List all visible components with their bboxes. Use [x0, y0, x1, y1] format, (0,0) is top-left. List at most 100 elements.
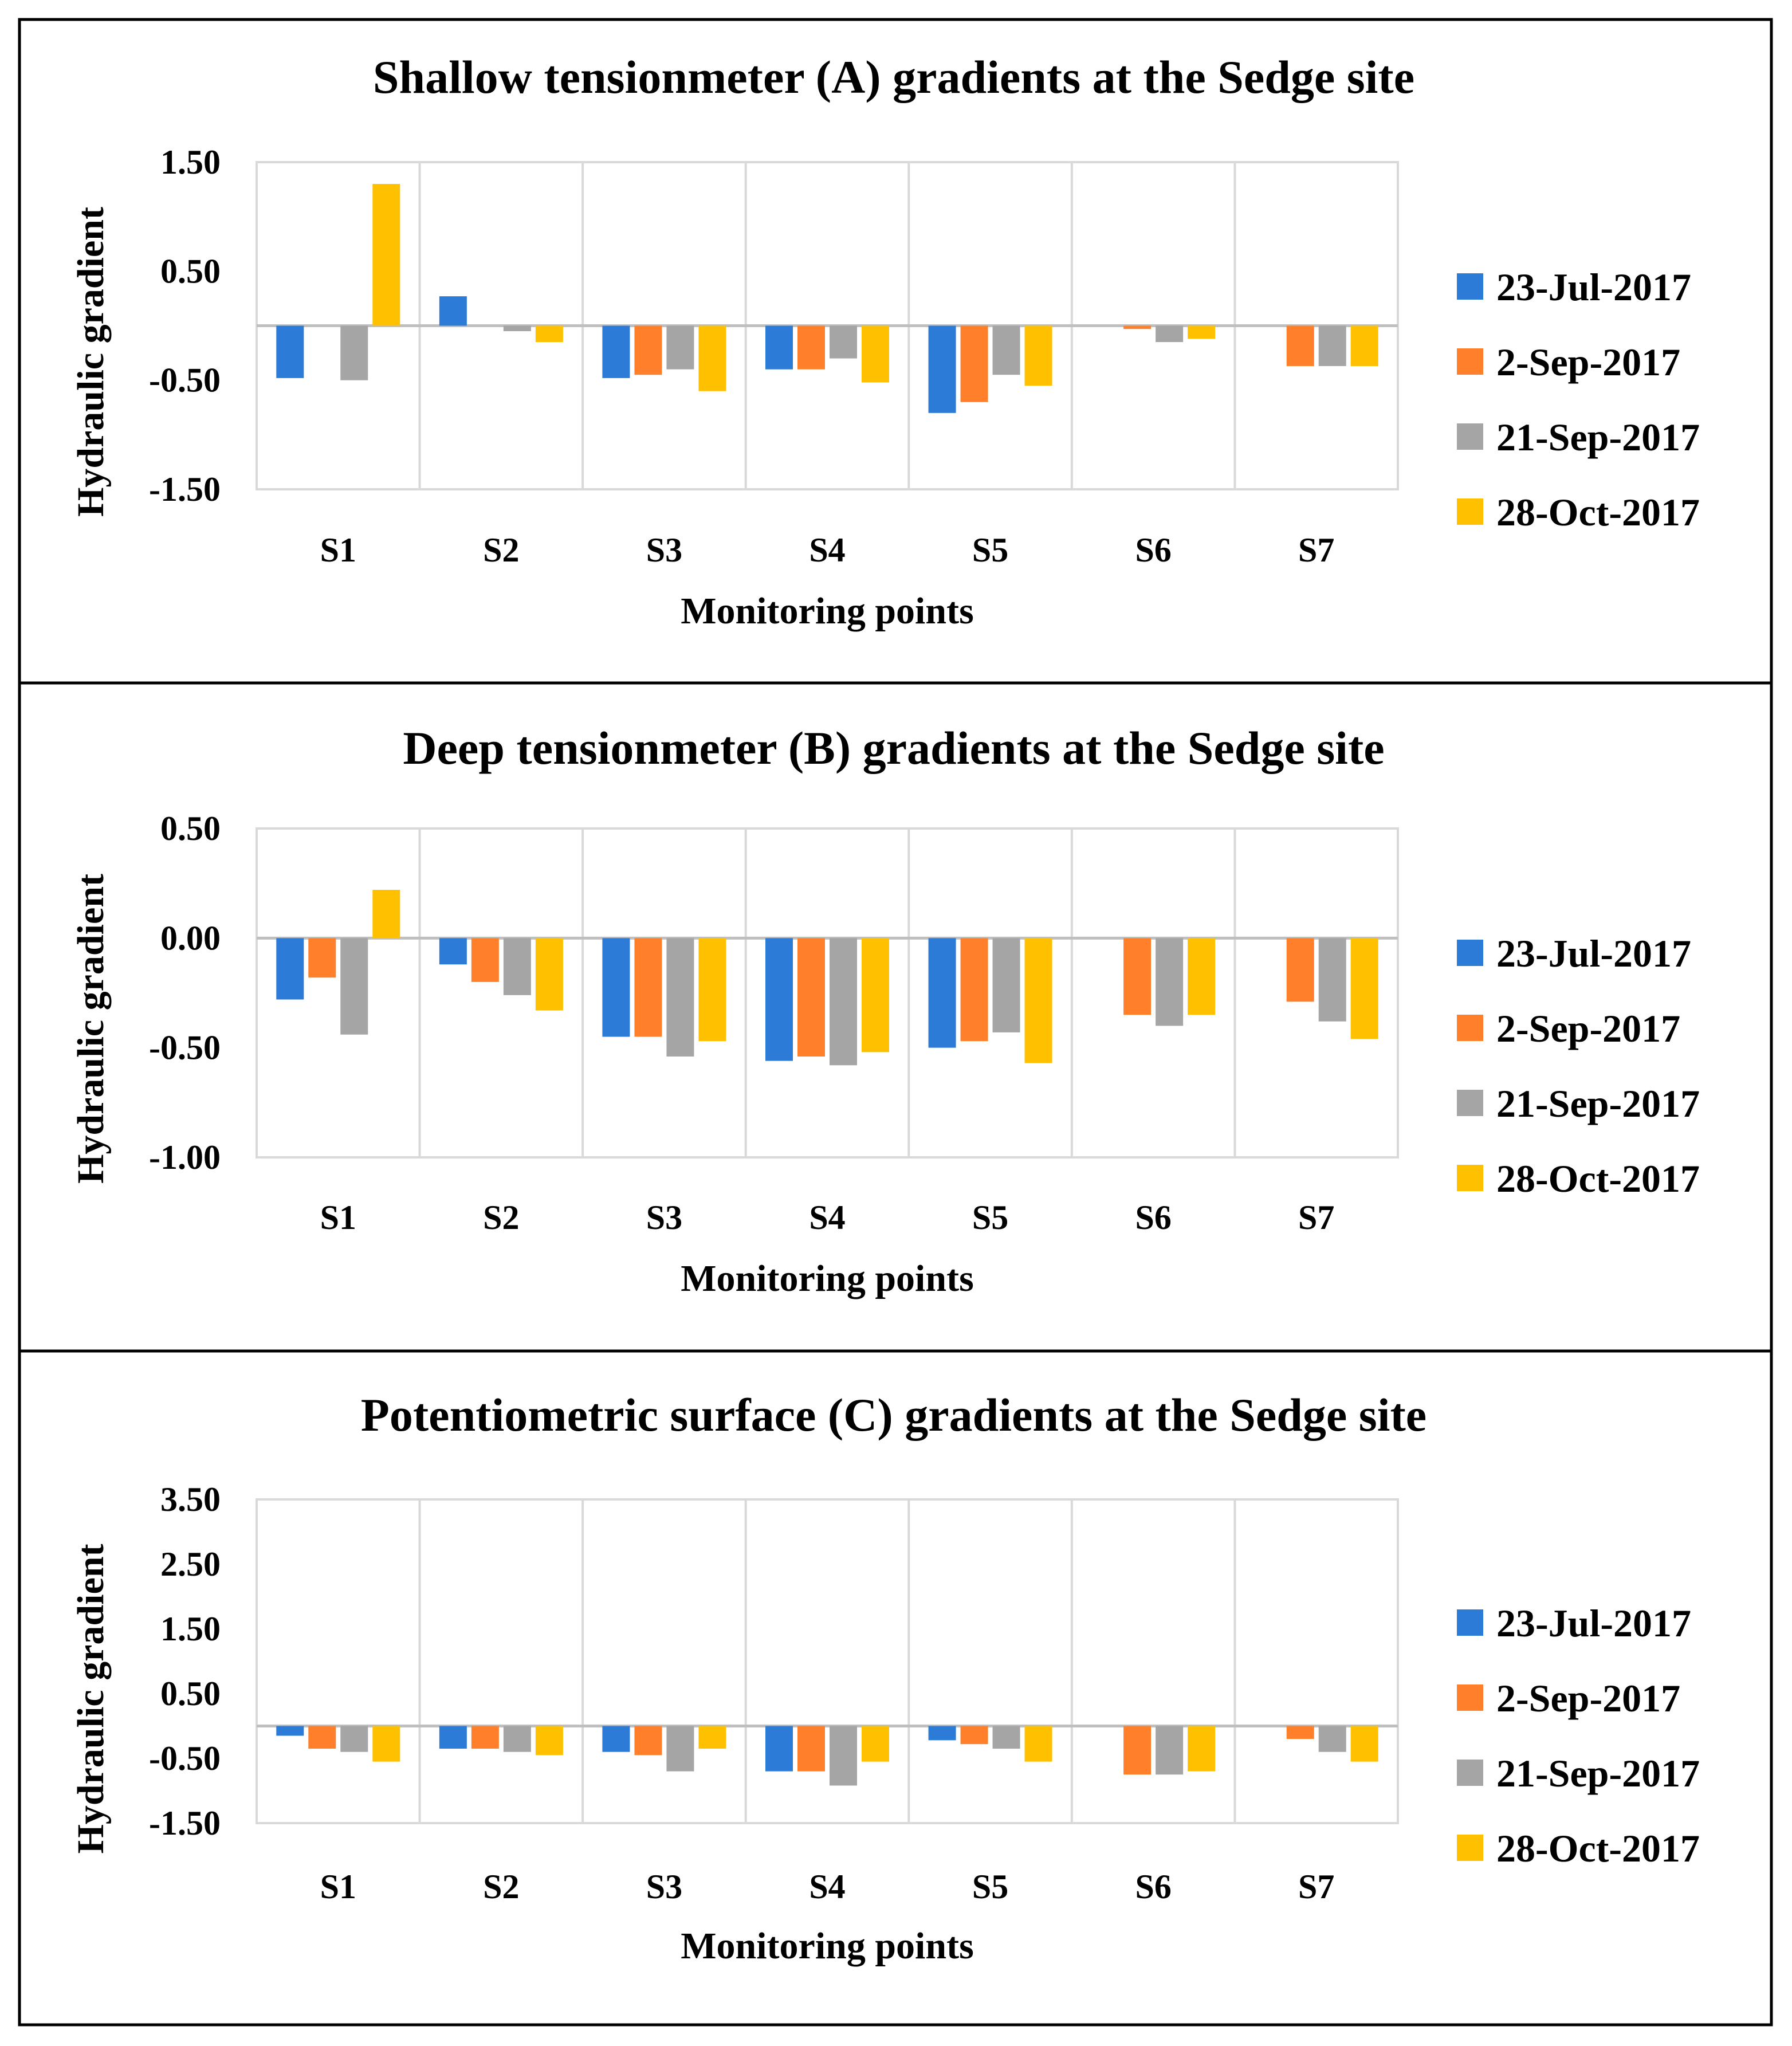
bar-21-Sep-2017-S2	[503, 1726, 531, 1752]
y-axis-label: Hydraulic gradient	[70, 1544, 112, 1854]
bar-2-Sep-2017-S5	[960, 1726, 988, 1745]
legend-label: 2-Sep-2017	[1496, 1007, 1680, 1050]
figure-border	[18, 18, 1773, 2027]
x-tick-label: S7	[1298, 1199, 1334, 1236]
bar-21-Sep-2017-S5	[992, 325, 1020, 375]
legend-label: 2-Sep-2017	[1496, 1676, 1680, 1720]
x-tick-label: S2	[483, 1868, 519, 1906]
legend-swatch	[1457, 1165, 1483, 1191]
bar-2-Sep-2017-S7	[1286, 938, 1314, 1002]
legend-swatch	[1457, 348, 1483, 375]
y-axis-label: Hydraulic gradient	[70, 874, 112, 1184]
bar-21-Sep-2017-S7	[1318, 938, 1346, 1022]
legend-swatch	[1457, 1609, 1483, 1636]
bar-2-Sep-2017-S4	[797, 325, 825, 370]
legend-swatch	[1457, 1090, 1483, 1116]
x-tick-label: S4	[809, 1868, 845, 1906]
bar-21-Sep-2017-S4	[830, 938, 857, 1066]
bar-2-Sep-2017-S5	[960, 938, 988, 1042]
y-tick-label: -0.50	[149, 1739, 221, 1777]
bar-28-Oct-2017-S3	[698, 1726, 726, 1749]
bar-23-Jul-2017-S2	[439, 296, 467, 326]
legend-label: 23-Jul-2017	[1496, 265, 1691, 309]
bar-2-Sep-2017-S6	[1123, 1726, 1152, 1775]
x-tick-label: S6	[1135, 1199, 1171, 1236]
legend-swatch	[1457, 940, 1483, 966]
y-tick-label: 1.50	[160, 1610, 221, 1648]
bar-28-Oct-2017-S1	[372, 184, 400, 326]
legend: 23-Jul-2017 2-Sep-2017 21-Sep-2017 28-Oct-2…	[1457, 1601, 1700, 1870]
bar-21-Sep-2017-S1	[340, 1726, 368, 1752]
bar-23-Jul-2017-S4	[765, 938, 793, 1061]
x-tick-label: S2	[483, 531, 519, 569]
bar-23-Jul-2017-S2	[439, 938, 467, 965]
bar-28-Oct-2017-S4	[862, 938, 889, 1053]
legend: 23-Jul-2017 2-Sep-2017 21-Sep-2017 28-Oct-2…	[1457, 932, 1700, 1200]
chart-title: Potentiometric surface (C) gradients at …	[361, 1389, 1426, 1441]
bar-2-Sep-2017-S3	[634, 325, 662, 375]
bar-28-Oct-2017-S7	[1350, 325, 1378, 366]
bar-2-Sep-2017-S6	[1123, 325, 1152, 329]
bar-2-Sep-2017-S5	[960, 325, 988, 402]
bar-2-Sep-2017-S2	[471, 1726, 499, 1749]
bar-23-Jul-2017-S3	[602, 325, 630, 378]
plot-area	[256, 1498, 1399, 1824]
legend: 23-Jul-2017 2-Sep-2017 21-Sep-2017 28-Oct-2…	[1457, 265, 1700, 534]
bar-21-Sep-2017-S7	[1318, 325, 1346, 366]
bar-28-Oct-2017-S7	[1350, 938, 1378, 1039]
bar-2-Sep-2017-S2	[471, 938, 499, 982]
bar-23-Jul-2017-S1	[276, 1726, 304, 1736]
x-axis-label: Monitoring points	[681, 1925, 974, 1967]
bar-28-Oct-2017-S3	[698, 938, 726, 1042]
y-tick-label: 0.50	[160, 1675, 221, 1713]
chart-title: Shallow tensionmeter (A) gradients at th…	[373, 51, 1414, 103]
x-tick-label: S3	[646, 531, 682, 569]
legend-label: 23-Jul-2017	[1496, 1601, 1691, 1645]
legend-swatch	[1457, 273, 1483, 300]
y-tick-label: 1.50	[160, 143, 221, 181]
bar-23-Jul-2017-S4	[765, 325, 793, 370]
bar-28-Oct-2017-S6	[1188, 938, 1216, 1015]
bar-21-Sep-2017-S6	[1156, 1726, 1184, 1775]
bar-28-Oct-2017-S6	[1188, 325, 1216, 339]
bar-2-Sep-2017-S6	[1123, 938, 1152, 1015]
x-tick-label: S3	[646, 1868, 682, 1906]
y-tick-label: -1.50	[149, 1804, 221, 1842]
plot-area	[256, 827, 1399, 1159]
x-tick-label: S3	[646, 1199, 682, 1236]
x-axis-label: Monitoring points	[681, 590, 974, 632]
bar-28-Oct-2017-S5	[1024, 938, 1052, 1063]
legend-swatch	[1457, 1015, 1483, 1041]
x-tick-label: S1	[320, 1868, 356, 1906]
bar-28-Oct-2017-S3	[698, 325, 726, 391]
bar-2-Sep-2017-S1	[308, 1726, 336, 1749]
bar-21-Sep-2017-S6	[1156, 938, 1184, 1026]
bar-28-Oct-2017-S2	[535, 938, 563, 1011]
bar-21-Sep-2017-S3	[666, 325, 694, 370]
legend-label: 28-Oct-2017	[1496, 490, 1700, 534]
bar-23-Jul-2017-S3	[602, 938, 630, 1037]
bar-2-Sep-2017-S3	[634, 938, 662, 1037]
bar-2-Sep-2017-S4	[797, 938, 825, 1057]
y-tick-label: -1.00	[149, 1138, 221, 1176]
bar-21-Sep-2017-S4	[830, 325, 857, 359]
x-axis-label: Monitoring points	[681, 1258, 974, 1299]
y-tick-label: -0.50	[149, 362, 221, 399]
chart-title: Deep tensionmeter (B) gradients at the S…	[403, 722, 1384, 774]
bar-23-Jul-2017-S1	[276, 325, 304, 378]
x-tick-label: S6	[1135, 1868, 1171, 1906]
bar-2-Sep-2017-S7	[1286, 1726, 1314, 1739]
x-tick-label: S4	[809, 531, 845, 569]
bar-21-Sep-2017-S3	[666, 1726, 694, 1772]
bar-23-Jul-2017-S5	[928, 938, 956, 1048]
legend-label: 23-Jul-2017	[1496, 932, 1691, 975]
bar-21-Sep-2017-S5	[992, 938, 1020, 1032]
bar-21-Sep-2017-S1	[340, 938, 368, 1035]
bar-23-Jul-2017-S1	[276, 938, 304, 1000]
bar-28-Oct-2017-S1	[372, 890, 400, 938]
x-tick-label: S5	[972, 1199, 1008, 1236]
bar-28-Oct-2017-S5	[1024, 1726, 1052, 1762]
y-tick-label: 3.50	[160, 1480, 221, 1518]
bar-21-Sep-2017-S1	[340, 325, 368, 380]
